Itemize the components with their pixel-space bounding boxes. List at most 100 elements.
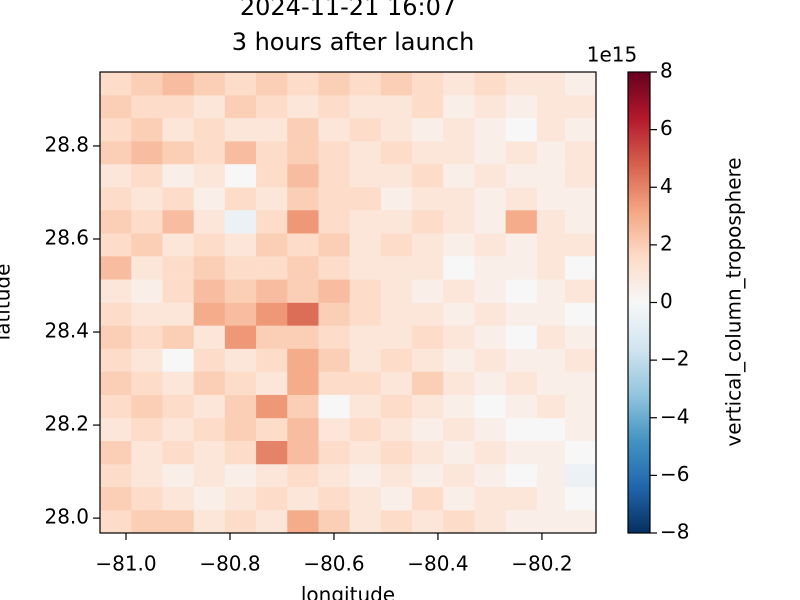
cell — [564, 95, 597, 119]
cell — [443, 210, 475, 234]
cell — [536, 394, 569, 419]
cell — [162, 164, 194, 188]
cell — [131, 348, 163, 373]
cell — [536, 118, 569, 142]
cell — [100, 210, 132, 234]
cell — [256, 394, 288, 419]
cell — [536, 233, 569, 258]
cell — [380, 256, 413, 280]
x-tick-label: −80.8 — [199, 552, 260, 576]
cell — [318, 394, 350, 419]
cell — [349, 118, 382, 142]
cell — [224, 394, 257, 419]
cell — [443, 233, 475, 258]
cell — [287, 325, 319, 350]
cell — [474, 348, 506, 373]
cell — [412, 256, 444, 280]
cell — [287, 141, 319, 165]
cell — [193, 141, 226, 165]
cell — [287, 164, 319, 188]
cell — [412, 510, 444, 534]
cell — [100, 325, 132, 350]
cell — [380, 141, 413, 165]
y-tick-label: 28.6 — [44, 226, 89, 250]
cell — [162, 72, 194, 96]
cell — [193, 394, 226, 419]
cell — [131, 487, 163, 511]
cell — [256, 464, 288, 488]
colorbar-tick-label: −6 — [660, 462, 689, 486]
cell — [349, 72, 382, 96]
y-tick-label: 28.2 — [44, 412, 89, 436]
cell — [256, 302, 288, 327]
cell — [412, 210, 444, 234]
cell — [224, 440, 257, 465]
cell — [505, 141, 538, 165]
cell — [443, 440, 475, 465]
cell — [536, 464, 569, 488]
cell — [412, 95, 444, 119]
cell — [474, 72, 506, 96]
cell — [224, 418, 257, 442]
cell — [131, 256, 163, 280]
cell — [224, 233, 257, 258]
cell — [564, 256, 597, 280]
cell — [443, 279, 475, 304]
cell — [412, 418, 444, 442]
cell — [380, 348, 413, 373]
cell — [380, 510, 413, 534]
cell — [100, 256, 132, 280]
cell — [380, 418, 413, 442]
cell — [412, 233, 444, 258]
cell — [100, 418, 132, 442]
cell — [505, 348, 538, 373]
cell — [318, 418, 350, 442]
cell — [193, 325, 226, 350]
cell — [564, 325, 597, 350]
cell — [318, 95, 350, 119]
cell — [318, 348, 350, 373]
cell — [287, 72, 319, 96]
cell — [380, 325, 413, 350]
cell — [564, 164, 597, 188]
cell — [318, 510, 350, 534]
cell — [380, 487, 413, 511]
cell — [131, 371, 163, 396]
cell — [412, 72, 444, 96]
cell — [256, 164, 288, 188]
cell — [412, 371, 444, 396]
cell — [349, 371, 382, 396]
cell — [193, 210, 226, 234]
cell — [256, 279, 288, 304]
cell — [474, 279, 506, 304]
cell — [224, 464, 257, 488]
cell — [162, 279, 194, 304]
cell — [100, 95, 132, 119]
cell — [536, 141, 569, 165]
cell — [412, 164, 444, 188]
colorbar-tick-label: 6 — [660, 116, 673, 140]
cell — [318, 210, 350, 234]
cell — [380, 371, 413, 396]
cell — [193, 418, 226, 442]
cell — [474, 325, 506, 350]
cell — [256, 348, 288, 373]
cell — [287, 187, 319, 212]
cell — [536, 348, 569, 373]
cell — [100, 348, 132, 373]
cell — [131, 72, 163, 96]
cell — [131, 510, 163, 534]
cell — [564, 440, 597, 465]
cell — [193, 440, 226, 465]
cell — [287, 464, 319, 488]
cell — [162, 141, 194, 165]
cell — [443, 164, 475, 188]
cell — [256, 72, 288, 96]
cell — [349, 279, 382, 304]
cell — [318, 164, 350, 188]
cell — [505, 233, 538, 258]
cell — [564, 210, 597, 234]
cell — [380, 72, 413, 96]
cell — [412, 141, 444, 165]
cell — [505, 418, 538, 442]
